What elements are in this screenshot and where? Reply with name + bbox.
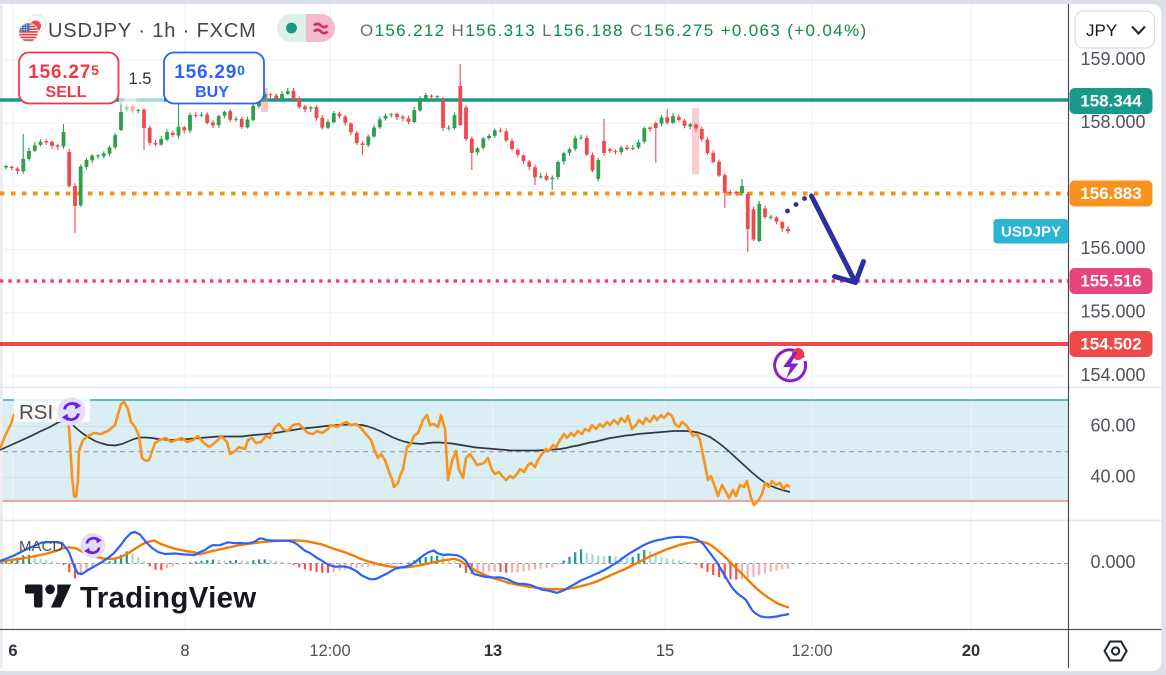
svg-text:154.000: 154.000: [1080, 365, 1145, 385]
svg-text:1.5: 1.5: [129, 70, 152, 88]
svg-text:TradingView: TradingView: [80, 582, 257, 615]
svg-text:8: 8: [180, 642, 189, 660]
svg-text:20: 20: [962, 642, 980, 660]
svg-text:156.290: 156.290: [174, 62, 246, 83]
svg-text:13: 13: [484, 642, 502, 660]
svg-text:156.883: 156.883: [1080, 184, 1141, 203]
svg-text:155.516: 155.516: [1080, 272, 1141, 291]
svg-text:60.00: 60.00: [1090, 416, 1135, 436]
svg-text:154.502: 154.502: [1080, 335, 1141, 354]
svg-text:40.00: 40.00: [1090, 467, 1135, 487]
svg-text:BUY: BUY: [195, 84, 229, 101]
svg-text:0.000: 0.000: [1090, 552, 1135, 572]
svg-text:USDJPY: USDJPY: [1001, 224, 1061, 241]
svg-text:12:00: 12:00: [309, 642, 350, 660]
svg-text:155.000: 155.000: [1080, 302, 1145, 322]
svg-text:JPY: JPY: [1086, 21, 1117, 40]
svg-text:158.344: 158.344: [1080, 92, 1142, 111]
svg-text:158.000: 158.000: [1080, 112, 1145, 132]
svg-text:159.000: 159.000: [1080, 49, 1145, 69]
svg-text:O156.212 H156.313 L156.188 C15: O156.212 H156.313 L156.188 C156.275 +0.0…: [360, 21, 867, 40]
svg-text:USDJPY · 1h · FXCM: USDJPY · 1h · FXCM: [48, 20, 257, 42]
svg-text:156.275: 156.275: [28, 62, 100, 83]
svg-text:SELL: SELL: [46, 84, 87, 101]
svg-text:12:00: 12:00: [791, 642, 832, 660]
svg-text:RSI: RSI: [19, 401, 53, 424]
svg-text:15: 15: [656, 642, 674, 660]
svg-text:6: 6: [8, 642, 17, 660]
svg-text:MACD: MACD: [19, 538, 63, 555]
svg-text:156.000: 156.000: [1080, 238, 1145, 258]
